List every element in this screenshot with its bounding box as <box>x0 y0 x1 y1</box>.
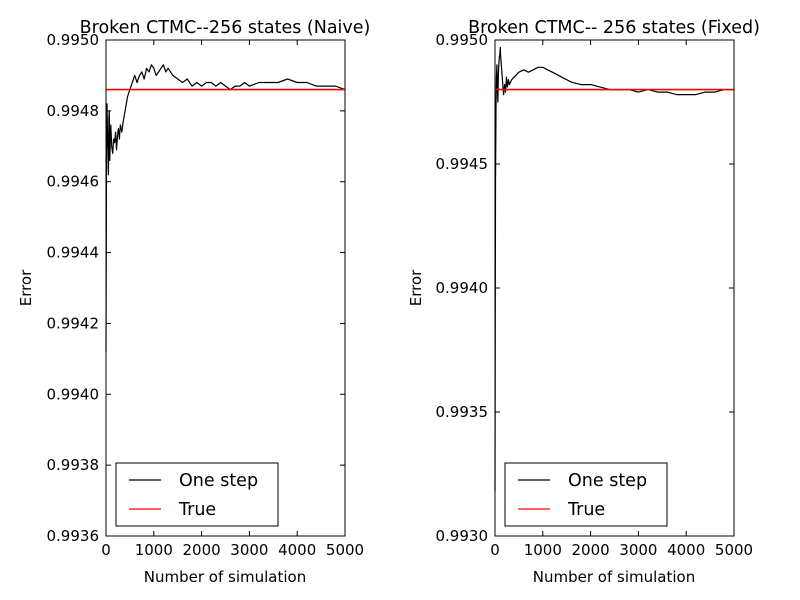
x-tick-label: 4000 <box>278 541 316 559</box>
y-tick-label: 0.9935 <box>436 403 489 421</box>
y-tick-label: 0.9948 <box>47 102 100 120</box>
y-tick-label: 0.9944 <box>47 244 100 262</box>
x-tick-label: 3000 <box>619 541 657 559</box>
plot-area <box>106 40 345 536</box>
chart-fixed: Broken CTMC-- 256 states (Fixed) 0 1000 20… <box>407 18 760 586</box>
chart-title: Broken CTMC--256 states (Naive) <box>80 18 371 38</box>
y-tick-label: 0.9940 <box>436 279 489 297</box>
legend-label-true: True <box>178 500 216 520</box>
y-tick-label: 0.9950 <box>47 31 100 49</box>
x-tick-label: 0 <box>101 541 111 559</box>
series-layer <box>494 46 734 492</box>
legend: One step True <box>115 462 279 527</box>
x-tick-label: 5000 <box>326 541 364 559</box>
x-tick-label: 3000 <box>230 541 268 559</box>
x-axis-label: Number of simulation <box>533 568 695 586</box>
y-tick-label: 0.9950 <box>436 31 489 49</box>
legend-label-true: True <box>567 500 605 520</box>
y-tick-label: 0.9930 <box>436 527 489 545</box>
legend-label-one-step: One step <box>179 471 258 491</box>
ticks-layer: 0 1000 2000 3000 4000 5000 0.9930 0.9935 0.9940 0… <box>436 31 754 559</box>
y-axis-label: Error <box>17 269 35 306</box>
series-layer <box>105 64 346 352</box>
y-tick-label: 0.9946 <box>47 173 100 191</box>
y-axis-label: Error <box>407 269 425 306</box>
x-tick-label: 2000 <box>183 541 221 559</box>
series-line-one-step <box>105 64 346 352</box>
axes-frame <box>105 39 346 537</box>
chart-title: Broken CTMC-- 256 states (Fixed) <box>468 18 760 38</box>
y-tick-label: 0.9936 <box>47 527 100 545</box>
x-tick-label: 1000 <box>524 541 562 559</box>
legend: One step True <box>504 462 668 527</box>
legend-box <box>115 462 279 527</box>
x-tick-label: 5000 <box>715 541 753 559</box>
x-tick-label: 4000 <box>667 541 705 559</box>
y-tick-label: 0.9940 <box>47 385 100 403</box>
y-tick-label: 0.9938 <box>47 456 100 474</box>
axes-frame <box>494 39 735 537</box>
chart-naive: Broken CTMC--256 states (Naive) 0 1000 200… <box>17 18 370 586</box>
x-tick-label: 1000 <box>135 541 173 559</box>
plot-area <box>495 40 734 536</box>
ticks-layer: 0 1000 2000 3000 4000 5000 0.9936 0.9938 0.9940 0… <box>47 31 365 559</box>
y-tick-label: 0.9942 <box>47 314 100 332</box>
legend-box <box>504 462 668 527</box>
x-tick-label: 0 <box>490 541 500 559</box>
x-axis-label: Number of simulation <box>144 568 306 586</box>
legend-label-one-step: One step <box>568 471 647 491</box>
x-tick-label: 2000 <box>572 541 610 559</box>
y-tick-label: 0.9945 <box>436 155 489 173</box>
